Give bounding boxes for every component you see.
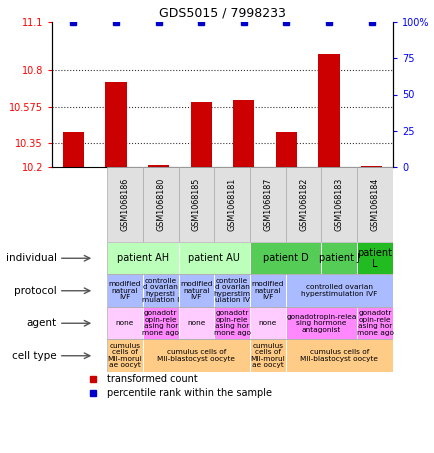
Text: modified
natural
IVF: modified natural IVF xyxy=(108,281,141,300)
FancyBboxPatch shape xyxy=(285,275,392,307)
Text: controlled ovarian
hyperstimulation IVF: controlled ovarian hyperstimulation IVF xyxy=(300,284,377,297)
Text: patient
L: patient L xyxy=(357,248,392,269)
Text: transformed count: transformed count xyxy=(106,374,197,384)
Text: gonadotr
opin-rele
asing hor
mone ago: gonadotr opin-rele asing hor mone ago xyxy=(142,310,179,336)
Bar xyxy=(233,100,254,167)
FancyBboxPatch shape xyxy=(107,307,142,339)
Text: patient AH: patient AH xyxy=(116,253,168,263)
Text: none: none xyxy=(187,320,205,326)
Text: GSM1068180: GSM1068180 xyxy=(156,178,165,231)
Bar xyxy=(275,131,296,167)
Text: cumulus cells of
MII-blastocyst oocyte: cumulus cells of MII-blastocyst oocyte xyxy=(300,350,378,362)
FancyBboxPatch shape xyxy=(107,242,178,275)
Text: patient AU: patient AU xyxy=(188,253,240,263)
FancyBboxPatch shape xyxy=(356,307,392,339)
Text: gonadotr
opin-rele
asing hor
mone ago: gonadotr opin-rele asing hor mone ago xyxy=(356,310,393,336)
FancyBboxPatch shape xyxy=(142,167,178,242)
Text: GSM1068186: GSM1068186 xyxy=(120,178,129,231)
Text: individual: individual xyxy=(6,253,56,263)
Bar xyxy=(62,131,84,167)
Bar xyxy=(318,54,339,167)
Text: GSM1068181: GSM1068181 xyxy=(227,178,236,231)
Text: cumulus
cells of
MII-morul
ae oocyt: cumulus cells of MII-morul ae oocyt xyxy=(250,343,285,368)
Text: controlle
d ovarian
hypersti
mulation I: controlle d ovarian hypersti mulation I xyxy=(141,278,179,304)
Text: modified
natural
IVF: modified natural IVF xyxy=(251,281,283,300)
Text: cumulus
cells of
MII-morul
ae oocyt: cumulus cells of MII-morul ae oocyt xyxy=(107,343,142,368)
FancyBboxPatch shape xyxy=(178,167,214,242)
Text: percentile rank within the sample: percentile rank within the sample xyxy=(106,388,271,398)
FancyBboxPatch shape xyxy=(250,242,321,275)
FancyBboxPatch shape xyxy=(178,275,214,307)
FancyBboxPatch shape xyxy=(142,307,178,339)
FancyBboxPatch shape xyxy=(356,242,392,275)
FancyBboxPatch shape xyxy=(178,242,250,275)
FancyBboxPatch shape xyxy=(142,339,250,372)
Bar xyxy=(360,166,381,167)
FancyBboxPatch shape xyxy=(321,242,356,275)
Bar xyxy=(148,165,169,167)
Text: GSM1068182: GSM1068182 xyxy=(299,178,307,231)
Text: patient J: patient J xyxy=(318,253,359,263)
Text: controlle
d ovarian
hyperstim
ulation IV: controlle d ovarian hyperstim ulation IV xyxy=(213,278,250,304)
Text: gonadotropin-relea
sing hormone
antagonist: gonadotropin-relea sing hormone antagoni… xyxy=(286,314,356,333)
Text: modified
natural
IVF: modified natural IVF xyxy=(180,281,212,300)
Text: cumulus cells of
MII-blastocyst oocyte: cumulus cells of MII-blastocyst oocyte xyxy=(157,350,235,362)
Text: none: none xyxy=(115,320,134,326)
Text: gonadotr
opin-rele
asing hor
mone ago: gonadotr opin-rele asing hor mone ago xyxy=(213,310,250,336)
FancyBboxPatch shape xyxy=(250,339,285,372)
FancyBboxPatch shape xyxy=(214,167,250,242)
FancyBboxPatch shape xyxy=(321,167,356,242)
FancyBboxPatch shape xyxy=(250,275,285,307)
Bar xyxy=(105,82,126,167)
FancyBboxPatch shape xyxy=(214,307,250,339)
Title: GDS5015 / 7998233: GDS5015 / 7998233 xyxy=(159,6,285,19)
Bar xyxy=(190,102,211,167)
Text: cell type: cell type xyxy=(12,351,56,361)
FancyBboxPatch shape xyxy=(285,339,392,372)
Text: agent: agent xyxy=(26,318,56,328)
Text: GSM1068187: GSM1068187 xyxy=(263,178,272,231)
Text: none: none xyxy=(258,320,276,326)
FancyBboxPatch shape xyxy=(285,307,356,339)
FancyBboxPatch shape xyxy=(107,275,142,307)
Text: protocol: protocol xyxy=(14,286,56,296)
Text: GSM1068183: GSM1068183 xyxy=(334,178,343,231)
Text: patient D: patient D xyxy=(262,253,308,263)
FancyBboxPatch shape xyxy=(250,307,285,339)
FancyBboxPatch shape xyxy=(107,339,142,372)
FancyBboxPatch shape xyxy=(107,167,142,242)
Text: GSM1068184: GSM1068184 xyxy=(370,178,379,231)
FancyBboxPatch shape xyxy=(178,307,214,339)
FancyBboxPatch shape xyxy=(356,167,392,242)
FancyBboxPatch shape xyxy=(250,167,285,242)
FancyBboxPatch shape xyxy=(285,167,321,242)
FancyBboxPatch shape xyxy=(142,275,178,307)
FancyBboxPatch shape xyxy=(214,275,250,307)
Text: GSM1068185: GSM1068185 xyxy=(191,178,201,231)
